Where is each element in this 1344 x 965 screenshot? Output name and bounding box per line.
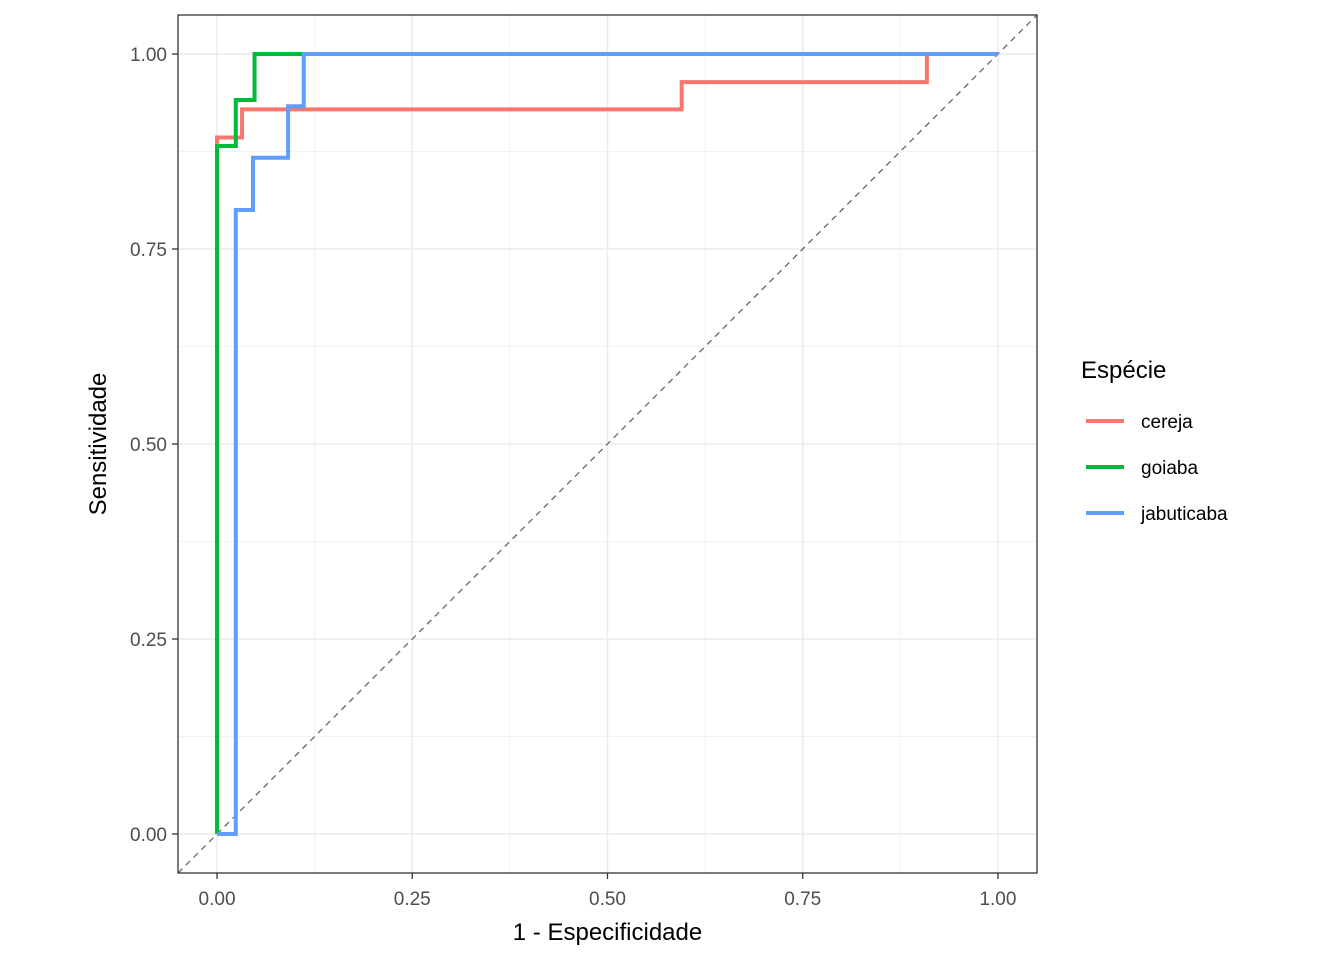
y-tick-label: 0.50 — [130, 435, 167, 456]
y-tick-label: 1.00 — [130, 45, 167, 66]
x-tick-label: 0.50 — [589, 889, 626, 910]
legend-label-jabuticaba: jabuticaba — [1140, 504, 1228, 525]
legend: Espécie cereja goiaba jabuticaba — [1081, 357, 1228, 525]
x-tick-label: 0.25 — [394, 889, 431, 910]
legend-label-goiaba: goiaba — [1141, 458, 1198, 479]
x-tick-label: 0.00 — [199, 889, 236, 910]
roc-curve-jabuticaba — [217, 52, 998, 836]
roc-curve-goiaba — [215, 52, 304, 834]
legend-title: Espécie — [1081, 357, 1166, 384]
y-axis-title: Sensitividade — [85, 373, 112, 516]
x-tick-label: 0.75 — [784, 889, 821, 910]
y-tick-label: 0.75 — [130, 240, 167, 261]
y-tick-label: 0.25 — [130, 630, 167, 651]
roc-curve-cereja — [215, 52, 998, 834]
x-tick-label: 1.00 — [979, 889, 1016, 910]
reference-diagonal-line — [177, 14, 1038, 874]
x-axis-title: 1 - Especificidade — [513, 919, 702, 946]
legend-label-cereja: cereja — [1141, 412, 1193, 433]
y-tick-label: 0.00 — [130, 825, 167, 846]
